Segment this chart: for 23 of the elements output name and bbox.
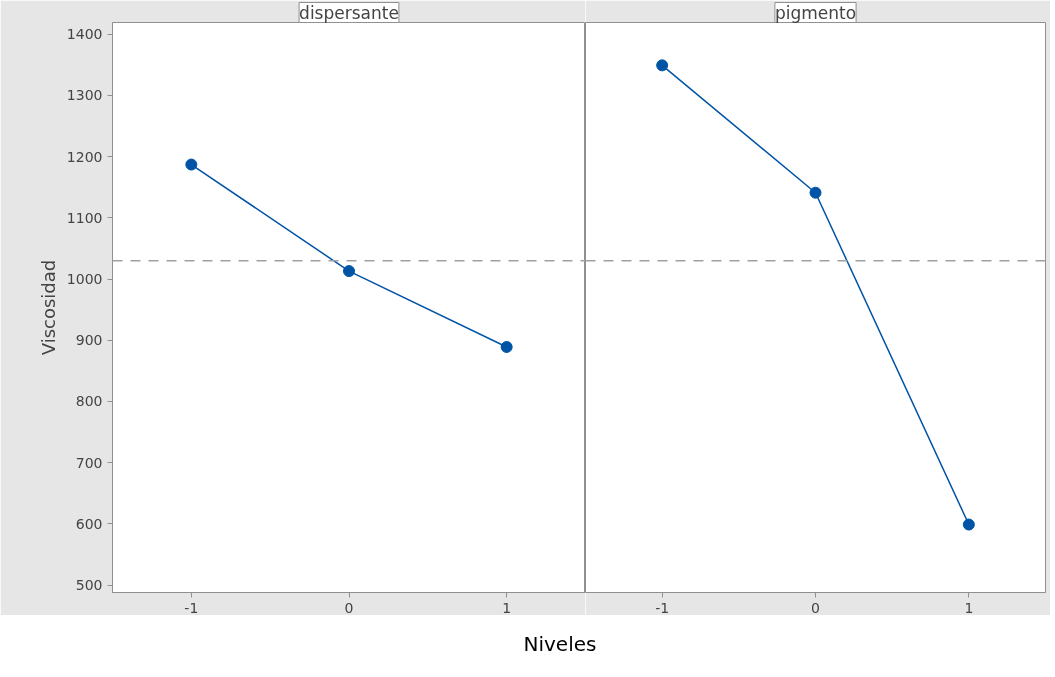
x-tick-label: 1 (964, 599, 974, 616)
y-tick-label: 1000 (66, 271, 103, 288)
x-axis-title: Niveles (522, 631, 598, 658)
y-tick-label: 1300 (66, 87, 103, 104)
y-tick-label: 1200 (66, 148, 103, 165)
y-tick-label: 500 (75, 577, 103, 594)
point (185, 158, 198, 171)
x-tick-label: 1 (502, 599, 512, 616)
y-tick-label: 800 (75, 393, 103, 410)
x-tick-label: -1 (655, 599, 670, 616)
x-tick-label: 0 (344, 599, 354, 616)
y-tick-label: 600 (75, 515, 103, 532)
y-axis-title: Viscosidad (37, 259, 59, 356)
y-tick-label: 1400 (66, 26, 103, 43)
point (500, 341, 513, 353)
x-tick-label: -1 (184, 599, 199, 616)
y-tick-label: 900 (75, 332, 103, 349)
x-tick-label: 0 (811, 599, 820, 616)
y-tick-label: 1100 (66, 209, 103, 226)
y-tick-label: 700 (75, 454, 103, 471)
chart-title: dispersante (299, 2, 399, 23)
point (343, 265, 355, 278)
chart-title: pigmento (774, 2, 857, 23)
